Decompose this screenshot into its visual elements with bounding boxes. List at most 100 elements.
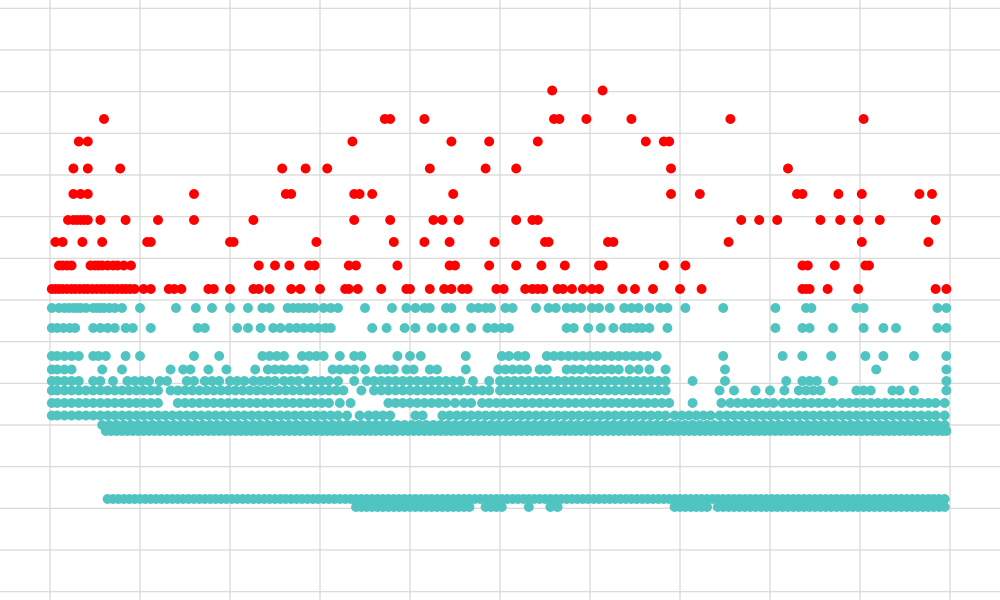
data-point bbox=[507, 303, 518, 313]
data-point bbox=[401, 303, 412, 313]
data-point bbox=[658, 260, 669, 271]
data-point bbox=[844, 410, 855, 421]
data-point bbox=[588, 410, 599, 421]
data-point bbox=[626, 303, 637, 313]
data-point bbox=[480, 410, 491, 421]
data-point bbox=[225, 376, 235, 386]
data-point bbox=[797, 351, 808, 361]
data-point bbox=[649, 398, 660, 408]
data-point bbox=[318, 303, 329, 313]
data-point bbox=[356, 351, 367, 361]
data-point bbox=[453, 215, 464, 225]
data-point bbox=[52, 410, 63, 421]
data-point bbox=[716, 398, 727, 408]
data-point bbox=[232, 410, 243, 421]
data-point bbox=[469, 385, 480, 396]
data-point bbox=[255, 376, 266, 386]
data-point bbox=[82, 136, 93, 147]
data-point bbox=[144, 376, 154, 386]
data-point bbox=[496, 323, 507, 333]
data-point bbox=[909, 385, 919, 396]
data-point bbox=[273, 398, 284, 408]
data-point bbox=[99, 114, 109, 124]
data-point bbox=[484, 260, 495, 271]
data-point bbox=[923, 237, 934, 247]
data-point bbox=[865, 398, 876, 408]
data-point bbox=[381, 364, 392, 375]
data-point bbox=[720, 364, 730, 375]
data-point bbox=[739, 398, 750, 408]
data-point bbox=[181, 376, 192, 386]
data-point bbox=[354, 189, 365, 199]
data-point bbox=[419, 237, 430, 247]
data-point bbox=[225, 284, 235, 294]
data-point bbox=[538, 385, 549, 396]
data-point bbox=[822, 410, 833, 421]
data-point bbox=[595, 385, 606, 396]
data-point bbox=[473, 410, 484, 421]
data-point bbox=[630, 284, 640, 294]
data-point bbox=[516, 410, 527, 421]
data-point bbox=[484, 398, 495, 408]
data-point bbox=[237, 385, 248, 396]
data-point bbox=[259, 385, 270, 396]
data-point bbox=[916, 410, 927, 421]
data-point bbox=[410, 323, 421, 333]
data-point bbox=[82, 189, 93, 199]
data-point bbox=[586, 303, 597, 313]
data-point bbox=[721, 410, 732, 421]
data-point bbox=[172, 398, 183, 408]
data-point bbox=[286, 189, 297, 199]
data-point bbox=[939, 494, 950, 504]
data-point bbox=[138, 410, 149, 421]
data-point bbox=[338, 385, 349, 396]
data-point bbox=[295, 284, 306, 294]
data-point bbox=[927, 189, 937, 199]
data-point bbox=[424, 163, 435, 174]
data-point bbox=[939, 502, 950, 512]
data-point bbox=[297, 410, 307, 421]
data-point bbox=[523, 376, 534, 386]
data-point bbox=[820, 398, 831, 408]
data-point bbox=[361, 376, 372, 386]
data-point bbox=[554, 114, 565, 124]
data-point bbox=[664, 398, 675, 408]
data-point bbox=[799, 398, 810, 408]
data-point bbox=[858, 385, 869, 396]
data-point bbox=[138, 284, 149, 294]
data-point bbox=[334, 351, 345, 361]
data-point bbox=[624, 385, 635, 396]
data-point bbox=[50, 237, 61, 247]
data-point bbox=[725, 114, 736, 124]
data-point bbox=[644, 323, 655, 333]
data-point bbox=[941, 385, 952, 396]
data-point bbox=[505, 398, 516, 408]
data-point bbox=[277, 163, 288, 174]
data-point bbox=[765, 410, 775, 421]
data-point bbox=[266, 398, 277, 408]
data-point bbox=[117, 410, 127, 421]
data-point bbox=[901, 410, 912, 421]
data-point bbox=[576, 364, 586, 375]
data-point bbox=[70, 323, 81, 333]
data-point bbox=[639, 385, 649, 396]
data-point bbox=[302, 376, 313, 386]
data-point bbox=[433, 376, 444, 386]
data-point bbox=[561, 364, 572, 375]
data-point bbox=[95, 215, 106, 225]
data-point bbox=[833, 189, 844, 199]
data-point bbox=[941, 364, 952, 375]
data-point bbox=[441, 376, 451, 386]
data-point bbox=[298, 323, 309, 333]
data-point bbox=[502, 376, 513, 386]
data-point bbox=[567, 376, 577, 386]
data-point bbox=[804, 376, 815, 386]
data-point bbox=[568, 364, 579, 375]
data-point bbox=[804, 323, 815, 333]
data-point bbox=[941, 376, 952, 386]
data-point bbox=[815, 410, 826, 421]
data-point bbox=[653, 376, 664, 386]
data-point bbox=[153, 410, 163, 421]
data-point bbox=[613, 364, 624, 375]
data-point bbox=[567, 385, 577, 396]
